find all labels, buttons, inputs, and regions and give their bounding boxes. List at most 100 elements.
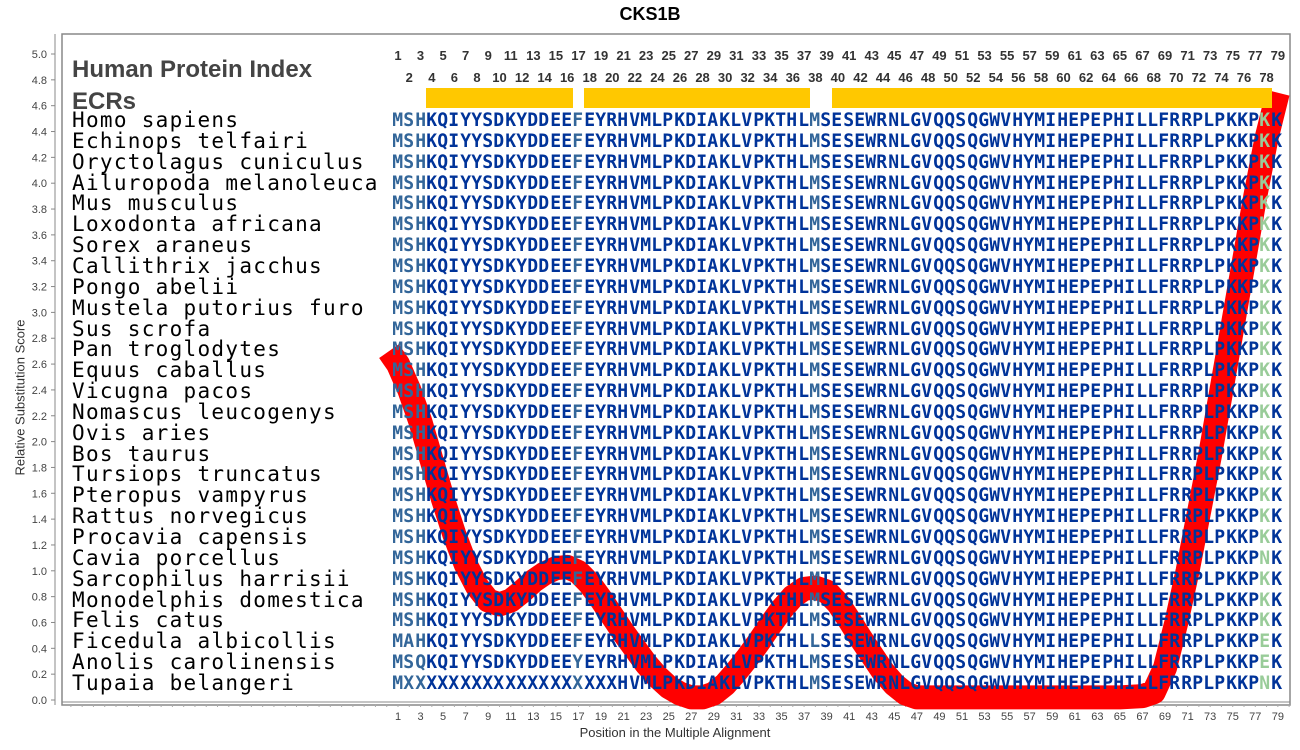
- residue: W: [865, 400, 877, 423]
- residue: A: [707, 421, 719, 444]
- y-tick-label: 4.8: [32, 75, 47, 87]
- residue: E: [854, 651, 866, 674]
- position-number: 59: [1045, 48, 1060, 63]
- residue: K: [1225, 109, 1237, 131]
- residue: E: [854, 609, 866, 632]
- residue: Y: [595, 296, 606, 319]
- residue: A: [707, 296, 719, 319]
- residue: I: [696, 400, 708, 423]
- residue: V: [1000, 192, 1012, 215]
- residue: Y: [595, 505, 606, 528]
- residue: F: [572, 505, 584, 528]
- residue: E: [854, 317, 866, 340]
- residue: M: [1034, 671, 1046, 694]
- residue: R: [1169, 234, 1181, 257]
- residue: V: [741, 505, 753, 528]
- residue: X: [516, 671, 528, 694]
- residue: E: [1090, 213, 1102, 236]
- residue: E: [550, 254, 561, 277]
- residue: V: [1000, 129, 1012, 152]
- plot-frame: [61, 33, 1291, 706]
- residue: M: [392, 213, 404, 236]
- residue: V: [921, 275, 933, 298]
- residue: I: [1045, 400, 1057, 423]
- residue: R: [876, 213, 888, 236]
- residue: E: [561, 400, 573, 423]
- residue: Q: [933, 192, 944, 215]
- residue: T: [775, 546, 787, 569]
- residue: V: [628, 275, 640, 298]
- residue: M: [809, 338, 820, 361]
- residue: H: [1011, 338, 1023, 361]
- residue: S: [820, 421, 832, 444]
- residue: K: [1225, 380, 1237, 403]
- residue: H: [414, 234, 426, 257]
- residue: Q: [944, 338, 956, 361]
- residue: K: [426, 150, 437, 173]
- residue: P: [1079, 526, 1091, 548]
- residue: H: [1011, 275, 1023, 298]
- residue: Y: [1023, 400, 1035, 423]
- residue: L: [1135, 275, 1147, 298]
- residue: Y: [471, 505, 483, 528]
- residue: K: [673, 317, 685, 340]
- residue: D: [493, 150, 505, 173]
- residue: L: [1203, 129, 1215, 152]
- residue: K: [1237, 526, 1249, 548]
- x-tick-label: 13: [527, 711, 539, 723]
- residue: I: [1124, 400, 1136, 423]
- residue: H: [1113, 609, 1125, 632]
- residue: L: [899, 380, 911, 403]
- residue: H: [786, 651, 798, 674]
- residue: M: [392, 546, 404, 569]
- residue: R: [1180, 484, 1192, 507]
- residue: P: [1079, 317, 1091, 340]
- residue: S: [403, 651, 415, 674]
- residue: H: [1056, 317, 1068, 340]
- residue: Y: [471, 129, 483, 152]
- residue: W: [865, 109, 877, 131]
- residue: E: [854, 588, 866, 611]
- residue: R: [606, 192, 618, 215]
- residue: R: [1169, 254, 1181, 277]
- residue: E: [1090, 484, 1102, 507]
- residue: V: [741, 630, 753, 653]
- residue: F: [572, 338, 584, 361]
- residue: L: [1203, 526, 1215, 548]
- residue: I: [1124, 109, 1136, 131]
- residue: P: [752, 463, 764, 486]
- residue: P: [1192, 421, 1204, 444]
- residue: G: [910, 505, 922, 528]
- residue: P: [1214, 505, 1226, 528]
- residue: F: [572, 234, 584, 257]
- residue: P: [1102, 213, 1113, 236]
- residue: H: [414, 338, 426, 361]
- residue: S: [403, 171, 415, 194]
- residue: L: [1135, 171, 1147, 194]
- residue: W: [989, 609, 1001, 632]
- residue: Q: [933, 526, 944, 548]
- residue: K: [718, 129, 730, 152]
- residue: Y: [471, 213, 483, 236]
- residue: S: [403, 442, 415, 465]
- residue: H: [1011, 213, 1023, 236]
- residue: V: [921, 505, 933, 528]
- residue: Y: [471, 442, 483, 465]
- position-number: 23: [638, 48, 654, 63]
- residue: W: [865, 484, 877, 507]
- residue: S: [955, 484, 967, 507]
- residue: Y: [459, 400, 471, 423]
- residue: Y: [459, 630, 471, 653]
- residue: S: [403, 296, 415, 319]
- residue: W: [989, 505, 1001, 528]
- residue: W: [989, 234, 1001, 257]
- residue: K: [1271, 275, 1282, 298]
- y-tick-label: 4.6: [32, 101, 47, 113]
- residue: Y: [516, 254, 528, 277]
- residue: M: [809, 463, 820, 486]
- residue: H: [414, 546, 426, 569]
- residue: Q: [437, 275, 449, 298]
- residue: F: [1158, 338, 1170, 361]
- residue: R: [876, 359, 888, 382]
- residue: G: [910, 213, 922, 236]
